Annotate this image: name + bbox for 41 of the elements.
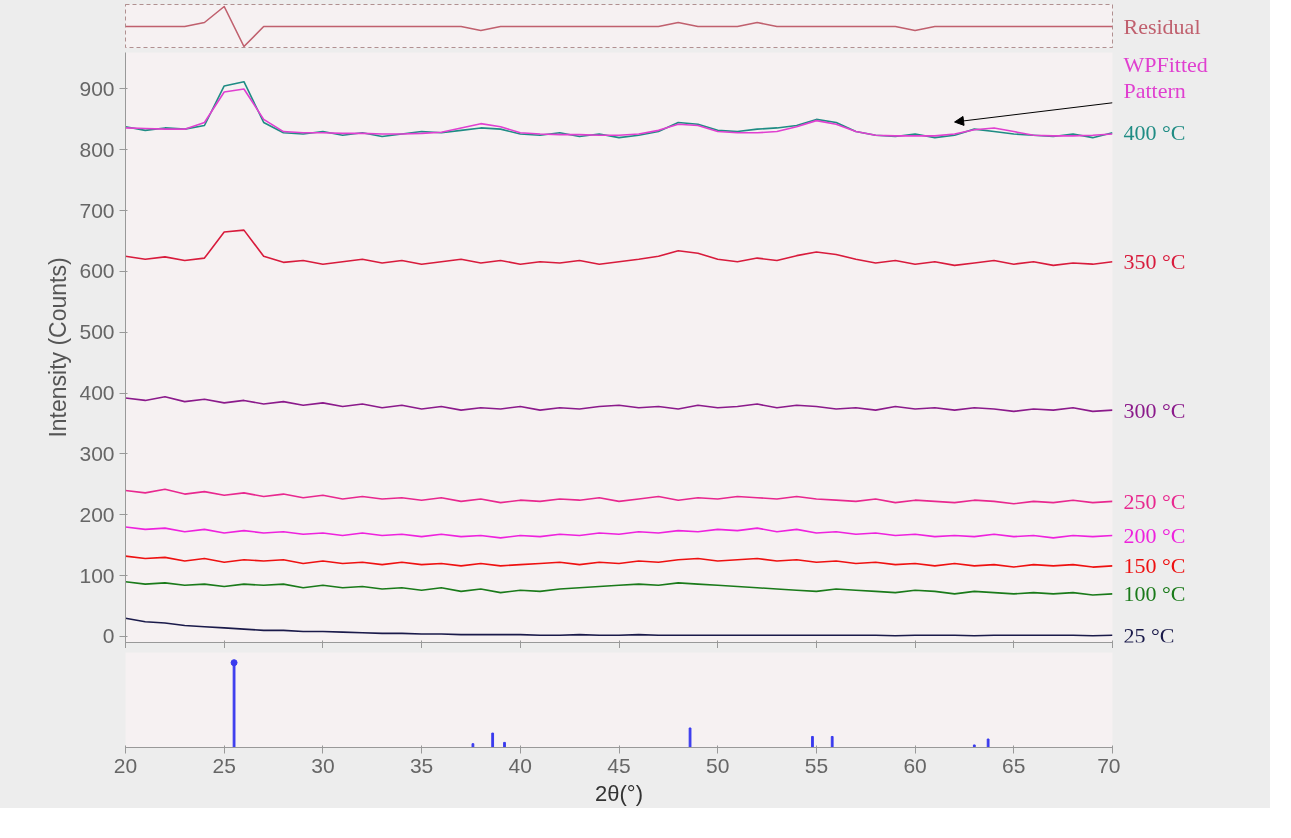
series-label: 400 °C — [1123, 120, 1186, 146]
y-tick-label: 0 — [102, 624, 115, 648]
x-tick-label: 30 — [311, 753, 335, 777]
series-label: WPFitted Pattern — [1123, 52, 1208, 104]
line-series — [125, 229, 1113, 267]
y-tick-label: 100 — [79, 563, 115, 587]
series-label: 150 °C — [1123, 553, 1186, 579]
x-tick-label: 60 — [903, 753, 927, 777]
x-axis-title: 2θ(°) — [595, 780, 643, 806]
x-tick-label: 50 — [706, 753, 730, 777]
line-series — [125, 526, 1113, 539]
series-label: 300 °C — [1123, 397, 1186, 423]
series-label: Residual — [1123, 14, 1201, 39]
x-tick-label: 70 — [1097, 753, 1121, 777]
x-tick-label: 40 — [508, 753, 532, 777]
x-tick-label: 45 — [607, 753, 631, 777]
y-tick-label: 800 — [79, 137, 115, 161]
series-label: 25 °C — [1123, 622, 1175, 648]
line-series — [125, 395, 1113, 413]
y-tick-label: 600 — [79, 259, 115, 283]
line-series — [125, 555, 1113, 568]
x-tick-label: 25 — [212, 753, 236, 777]
y-tick-label: 400 — [79, 381, 115, 405]
y-tick-label: 700 — [79, 198, 115, 222]
y-tick-label: 900 — [79, 76, 115, 100]
series-label: 350 °C — [1123, 249, 1186, 275]
line-series — [125, 617, 1113, 637]
x-tick-label: 55 — [804, 753, 829, 777]
line-series — [125, 488, 1113, 505]
series-label: 200 °C — [1123, 522, 1186, 548]
y-tick-label: 500 — [79, 320, 115, 344]
line-series — [125, 580, 1113, 596]
x-tick-label: 65 — [1002, 753, 1026, 777]
x-tick-label: 20 — [113, 753, 138, 777]
x-tick-label: 35 — [409, 753, 434, 777]
series-label: 250 °C — [1123, 488, 1186, 514]
y-tick-label: 200 — [79, 502, 115, 526]
line-series — [125, 88, 1113, 137]
y-tick-label: 300 — [79, 441, 115, 465]
y-axis-title: Intensity (Counts) — [45, 257, 72, 438]
series-label: 100 °C — [1123, 581, 1186, 607]
